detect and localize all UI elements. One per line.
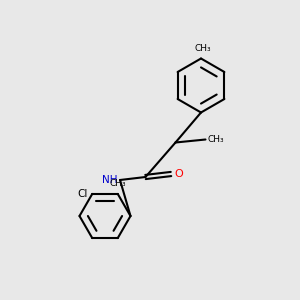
Text: CH₃: CH₃ [110, 179, 126, 188]
Text: Cl: Cl [77, 189, 88, 199]
Text: O: O [174, 169, 183, 179]
Text: NH: NH [102, 175, 118, 185]
Text: CH₃: CH₃ [194, 44, 211, 53]
Text: CH₃: CH₃ [208, 135, 224, 144]
